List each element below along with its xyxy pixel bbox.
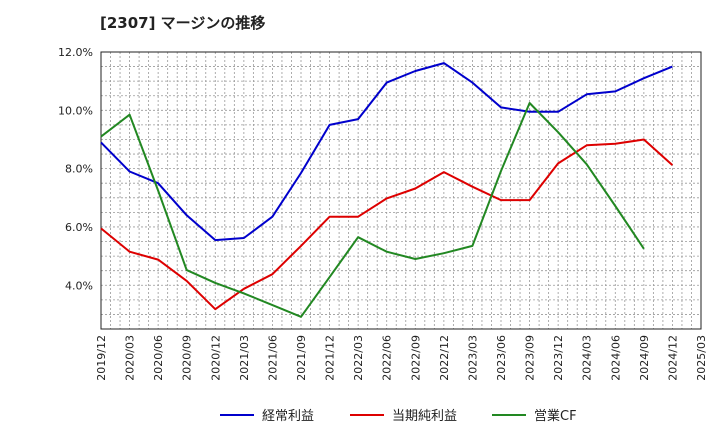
x-tick-label: 2020/06 [152,335,165,381]
legend-label-0: 経常利益 [262,409,314,424]
legend: 経常利益 当期純利益 営業CF [220,408,577,424]
x-tick-label: 2021/09 [295,335,308,381]
legend-label-1: 当期純利益 [392,409,457,424]
x-tick-label: 2023/03 [466,335,479,381]
x-tick-label: 2020/09 [181,335,194,381]
series-line-0 [100,62,673,242]
x-tick-label: 2024/09 [638,335,651,381]
x-tick-label: 2024/06 [609,335,622,381]
x-tick-label: 2023/12 [552,335,565,381]
x-tick-label: 2024/12 [666,335,679,381]
x-tick-label: 2021/06 [266,335,279,381]
y-tick-label: 8.0% [65,163,93,176]
x-tick-label: 2022/06 [381,335,394,381]
x-tick-label: 2022/09 [409,335,422,381]
y-axis-ticks: 4.0% 6.0% 8.0% 10.0% 12.0% [58,46,93,292]
x-tick-label: 2021/12 [324,335,337,381]
plot-area-border [100,51,702,330]
y-tick-label: 10.0% [58,104,93,117]
y-tick-label: 12.0% [58,46,93,59]
x-tick-label: 2020/12 [209,335,222,381]
x-tick-label: 2025/03 [695,335,708,381]
legend-label-2: 営業CF [534,408,577,424]
series-group [100,62,674,318]
x-tick-label: 2023/06 [495,335,508,381]
y-tick-label: 4.0% [65,279,93,292]
x-tick-label: 2019/12 [95,335,108,381]
series-line-1 [100,138,674,311]
x-tick-label: 2024/03 [581,335,594,381]
chart-title: [2307] マージンの推移 [100,14,266,32]
x-tick-label: 2022/12 [438,335,451,381]
x-tick-label: 2022/03 [352,335,365,381]
series-line-2 [100,102,645,318]
x-tick-label: 2021/03 [238,335,251,381]
grid [101,52,701,329]
x-axis-ticks: 2019/12 2020/03 2020/06 2020/09 2020/12 2021/… [95,335,708,381]
x-tick-label: 2020/03 [124,335,137,381]
x-tick-label: 2023/09 [524,335,537,381]
y-tick-label: 6.0% [65,221,93,234]
